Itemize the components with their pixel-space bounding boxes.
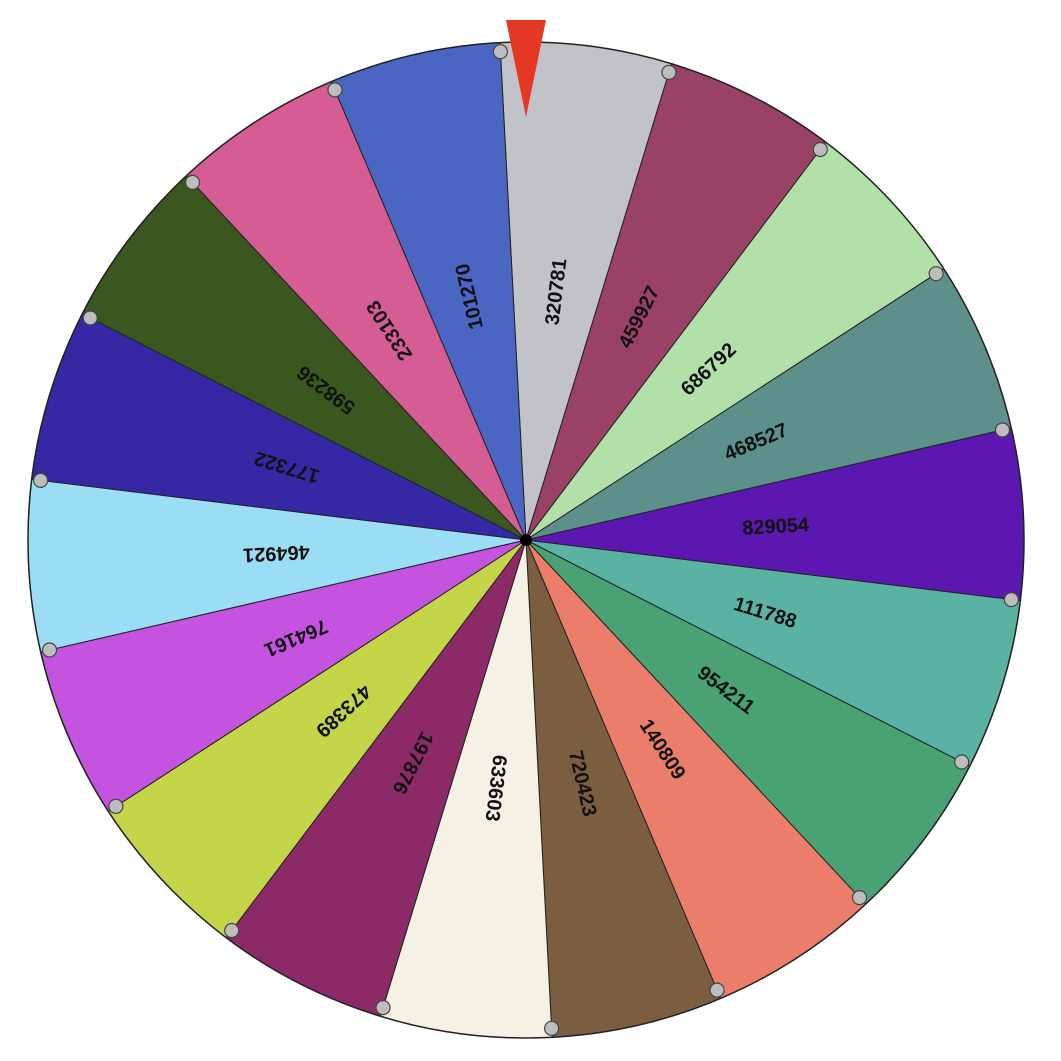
wheel-peg bbox=[851, 890, 868, 906]
wheel-peg bbox=[928, 266, 944, 282]
wheel-peg bbox=[375, 1000, 391, 1016]
wheel-segment-label: 829054 bbox=[742, 514, 811, 540]
wheel-peg bbox=[1003, 591, 1019, 608]
wheel-peg bbox=[108, 798, 124, 814]
pointer-marker bbox=[506, 20, 546, 117]
wheel-pegs bbox=[33, 44, 1019, 1036]
wheel-peg bbox=[184, 174, 201, 190]
wheel-peg bbox=[492, 44, 509, 60]
wheel-peg bbox=[41, 642, 58, 658]
wheel-peg bbox=[812, 141, 828, 158]
wheel-segments bbox=[27, 41, 1025, 1039]
wheel-peg bbox=[994, 422, 1011, 438]
wheel-peg bbox=[954, 754, 970, 770]
wheel-peg bbox=[709, 982, 725, 998]
wheel-peg bbox=[82, 310, 98, 326]
wheel-peg bbox=[33, 472, 49, 489]
wheel-segment-label: 464921 bbox=[242, 540, 310, 565]
wheel-peg bbox=[327, 82, 343, 98]
wheel-peg bbox=[224, 922, 240, 939]
wheel-hub bbox=[520, 534, 532, 546]
wheel-peg bbox=[661, 64, 677, 80]
wheel-peg bbox=[543, 1020, 560, 1036]
